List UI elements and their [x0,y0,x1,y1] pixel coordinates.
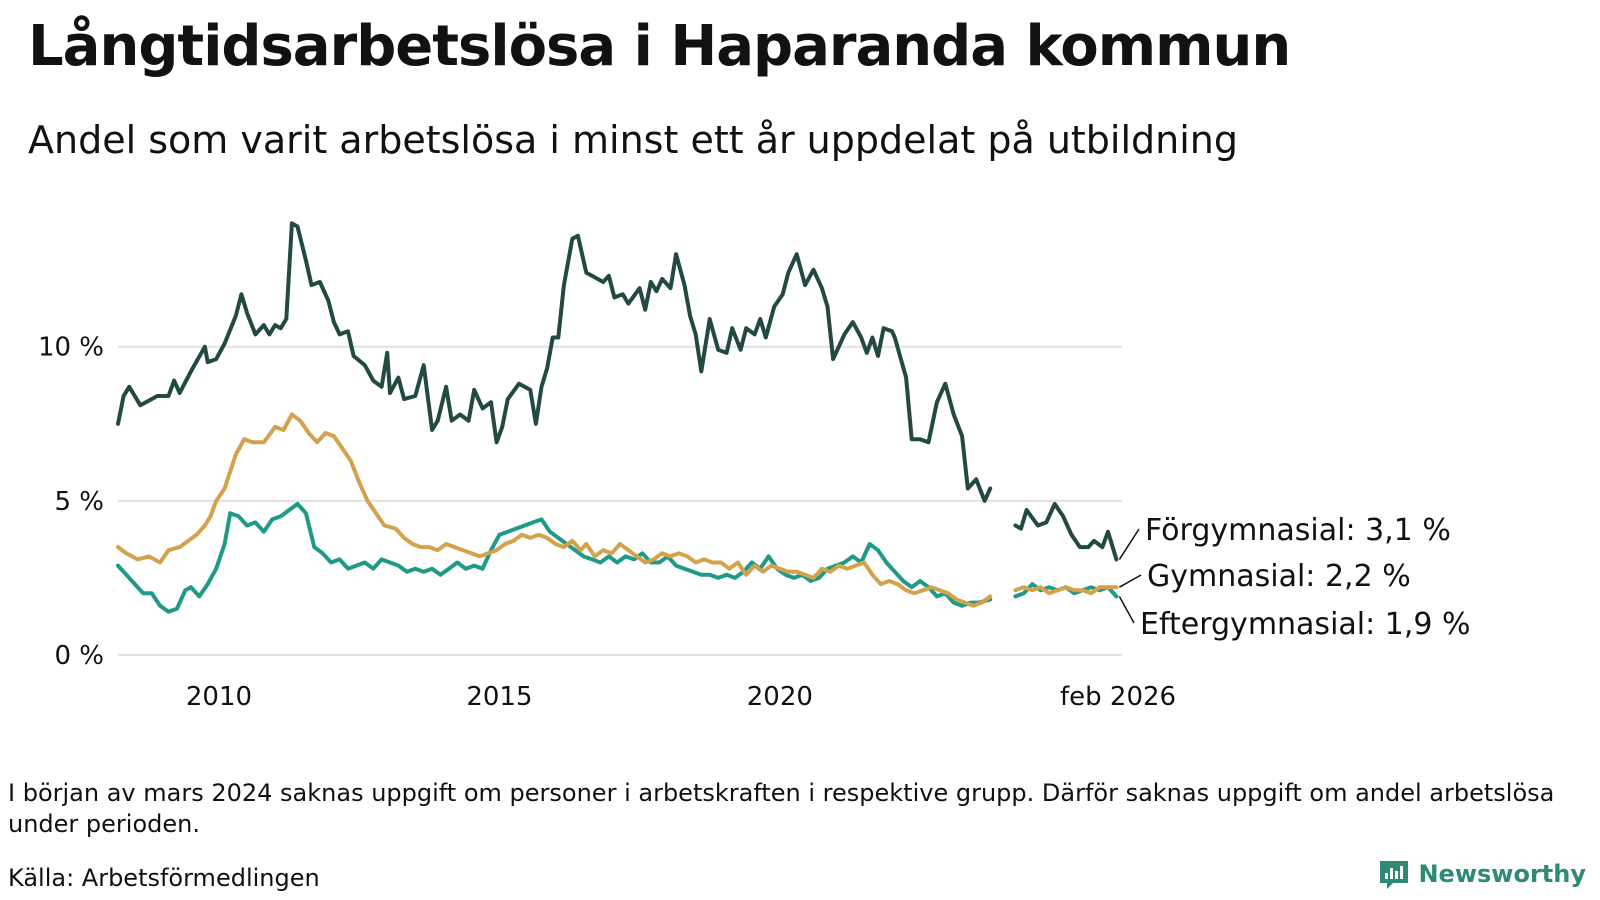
y-tick-label: 10 % [38,333,104,363]
y-axis-ticks: 0 % 5 % 10 % [38,333,104,671]
newsworthy-logo-icon [1380,861,1409,889]
series-line-gymnasial-2 [1013,585,1119,596]
gridlines [118,345,1122,656]
y-tick-label: 5 % [54,487,104,517]
footnote: I början av mars 2024 saknas uppgift om … [8,779,1555,838]
series-lines [116,221,1119,614]
chart-subtitle: Andel som varit arbetslösa i minst ett å… [28,118,1239,162]
leader-line-eftergymnasial [1118,596,1135,624]
chart-title: Långtidsarbetslösa i Haparanda kommun [28,14,1291,79]
x-tick-label: 2015 [466,682,532,712]
line-chart: 0 % 5 % 10 % 2010 2015 2020 feb 2026 Förgymna… [38,221,1471,712]
x-axis-ticks: 2010 2015 2020 feb 2026 [186,682,1176,712]
series-line-forgymnasial-1 [116,221,993,503]
brand-name: Newsworthy [1418,860,1586,888]
series-line-gymnasial-1 [116,412,993,608]
leader-line-gymnasial [1119,574,1142,588]
x-tick-label: 2010 [186,682,252,712]
x-tick-label: feb 2026 [1060,682,1176,712]
brand-logo: Newsworthy [1378,858,1586,890]
end-labels: Förgymnasial: 3,1 % Gymnasial: 2,2 % Efter… [1118,513,1471,642]
y-tick-label: 0 % [54,641,104,671]
series-line-forgymnasial-2 [1013,501,1119,562]
series-end-label-gymnasial: Gymnasial: 2,2 % [1147,559,1411,594]
series-end-label-forgymnasial: Förgymnasial: 3,1 % [1145,513,1451,548]
source-note: Källa: Arbetsförmedlingen [8,864,320,892]
leader-line-forgymnasial [1118,528,1140,560]
series-line-eftergymnasial-1 [116,501,993,614]
series-end-label-eftergymnasial: Eftergymnasial: 1,9 % [1140,607,1471,642]
x-tick-label: 2020 [747,682,813,712]
